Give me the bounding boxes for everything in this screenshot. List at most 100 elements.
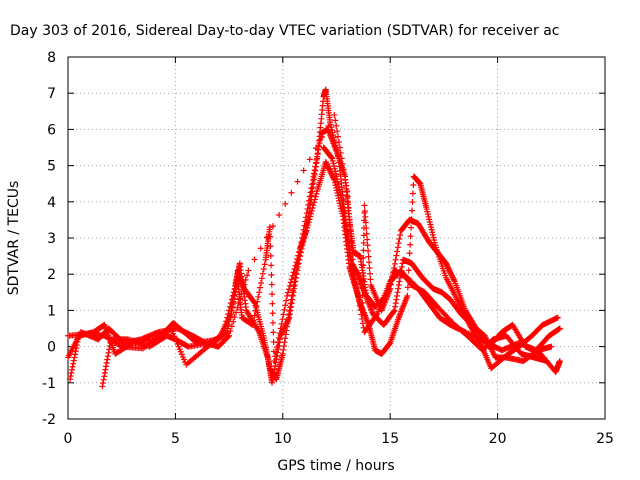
data-point	[281, 306, 288, 313]
x-tick-label: 15	[381, 431, 399, 447]
y-tick-label: 8	[47, 50, 56, 66]
data-point	[229, 303, 236, 310]
data-point	[311, 171, 318, 178]
data-point	[356, 302, 363, 309]
data-point	[231, 314, 238, 321]
data-point	[351, 271, 358, 278]
data-point	[306, 156, 313, 163]
data-point	[278, 320, 285, 327]
data-point	[362, 213, 369, 220]
data-point	[289, 292, 296, 299]
data-point	[225, 321, 232, 328]
data-point	[282, 302, 289, 309]
data-point	[311, 196, 318, 203]
grid	[68, 57, 605, 419]
data-point	[279, 316, 286, 323]
data-point	[102, 366, 109, 373]
data-point	[254, 298, 261, 305]
data-point	[288, 303, 295, 310]
data-point	[225, 333, 232, 340]
data-point	[280, 346, 287, 353]
data-point	[338, 155, 345, 162]
data-point	[306, 216, 313, 223]
data-point	[357, 307, 364, 314]
data-point	[286, 282, 293, 289]
data-point	[392, 300, 399, 307]
data-point	[310, 202, 317, 209]
data-point	[294, 178, 301, 185]
data-point	[347, 227, 354, 234]
data-point	[251, 256, 258, 263]
data-point	[312, 163, 319, 170]
data-point	[311, 176, 318, 183]
data-point	[68, 369, 75, 376]
data-point	[68, 366, 75, 373]
data-point	[67, 373, 74, 380]
data-point	[350, 261, 357, 268]
data-point	[258, 279, 265, 286]
data-point	[295, 252, 302, 259]
data-point	[354, 289, 361, 296]
data-point	[106, 343, 113, 350]
data-point	[336, 144, 343, 151]
data-point	[270, 369, 277, 376]
data-point	[361, 202, 368, 209]
data-point	[406, 258, 413, 265]
data-point	[325, 123, 332, 130]
data-point	[328, 154, 335, 161]
data-point	[269, 376, 276, 383]
data-point	[235, 300, 242, 307]
data-point	[344, 187, 351, 194]
data-point	[223, 329, 230, 336]
data-point	[106, 346, 113, 353]
data-point	[391, 260, 398, 267]
data-point	[285, 289, 292, 296]
data-point	[294, 255, 301, 262]
data-point	[290, 269, 297, 276]
data-point	[365, 253, 372, 260]
data-point	[309, 181, 316, 188]
data-point	[335, 139, 342, 146]
data-point	[257, 245, 264, 252]
data-point	[269, 379, 276, 386]
data-point	[304, 222, 311, 229]
x-tick-label: 20	[489, 431, 507, 447]
data-point	[313, 159, 320, 166]
data-point	[548, 343, 555, 350]
data-point	[291, 282, 298, 289]
data-point	[334, 128, 341, 135]
data-point	[226, 332, 233, 339]
data-point	[395, 285, 402, 292]
data-point	[286, 311, 293, 318]
data-point	[241, 281, 248, 288]
data-point	[293, 259, 300, 266]
data-point	[303, 227, 310, 234]
data-point	[345, 205, 352, 212]
data-point	[356, 298, 363, 305]
data-point	[337, 149, 344, 156]
data-point	[256, 289, 263, 296]
data-point	[237, 295, 244, 302]
data-point	[271, 366, 278, 373]
y-tick-label: 0	[47, 340, 56, 356]
data-point	[309, 177, 316, 184]
data-point	[270, 373, 277, 380]
data-point	[308, 210, 315, 217]
data-point	[285, 286, 292, 293]
data-point	[271, 358, 278, 365]
data-point	[287, 279, 294, 286]
data-point	[476, 338, 483, 345]
data-point	[407, 233, 414, 240]
x-tick-label: 10	[274, 431, 292, 447]
data-point	[249, 321, 256, 328]
data-point	[242, 276, 249, 283]
data-point	[359, 320, 366, 327]
data-point	[233, 309, 240, 316]
data-points	[65, 86, 563, 390]
data-point	[307, 200, 314, 207]
data-point	[266, 224, 273, 231]
data-point	[309, 205, 316, 212]
data-point	[312, 145, 319, 152]
data-point	[360, 269, 367, 276]
